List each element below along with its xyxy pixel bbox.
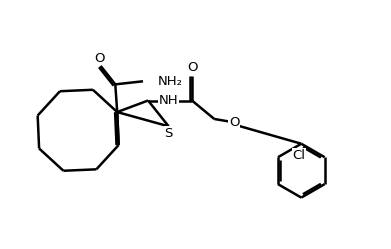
Text: Cl: Cl xyxy=(292,149,306,162)
Text: O: O xyxy=(229,116,240,129)
Text: S: S xyxy=(165,127,173,140)
Text: NH₂: NH₂ xyxy=(158,75,183,88)
Text: O: O xyxy=(187,61,198,74)
Text: NH: NH xyxy=(158,94,178,107)
Text: O: O xyxy=(95,52,105,65)
